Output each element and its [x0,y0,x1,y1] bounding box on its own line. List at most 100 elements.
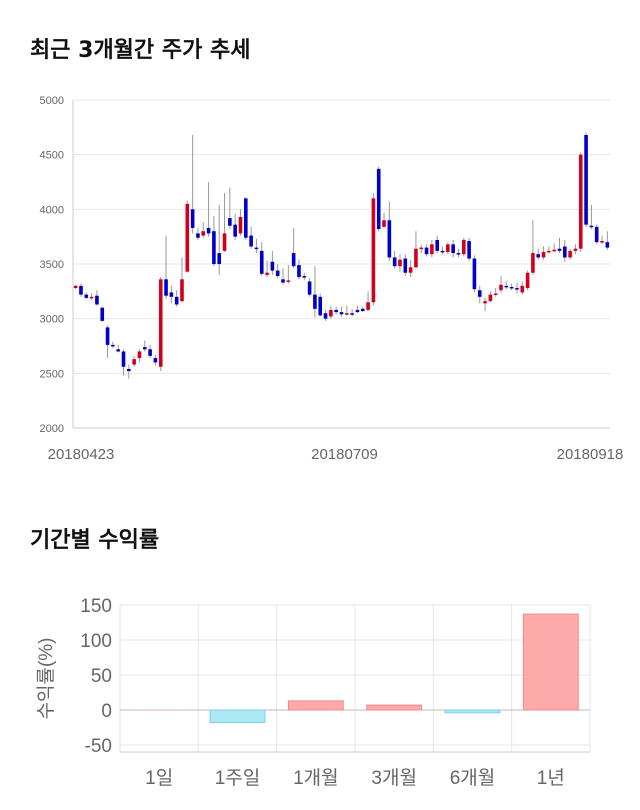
candle-body [424,247,429,255]
y-tick-label: 50 [91,666,112,687]
x-tick-label: 1개월 [293,767,339,789]
candle-body [174,296,179,305]
candle-body [430,244,434,255]
candle-body [605,242,610,248]
candle-body [488,294,493,302]
candle-body [238,216,243,234]
x-tick-label: 20180709 [311,446,378,463]
candle-body [142,347,147,350]
candle-body [307,281,312,295]
candle-body [127,368,131,372]
candle-body [158,279,163,367]
candle-body [451,244,455,254]
candle-body [190,209,195,228]
y-tick-label: 5000 [40,95,64,107]
candle-body [323,313,328,319]
x-tick-label: 1년 [537,767,565,789]
candle-body [366,302,370,310]
candle-body [435,239,440,251]
candle-body [371,198,376,303]
candle-body [222,233,227,251]
candle-body [589,225,594,228]
candle-body [414,248,418,268]
candle-body [541,251,546,258]
candle-body [334,309,338,313]
candle-body [217,253,222,264]
candle-body [483,301,487,304]
candle-body [382,220,386,227]
y-tick-label: -50 [85,736,112,757]
candle-body [111,344,115,347]
candle-body [275,270,280,277]
candle-body [84,294,89,298]
x-tick-label: 3개월 [371,767,417,789]
candle-body [594,226,599,243]
candle-body [584,134,588,225]
candle-body [456,253,461,255]
candle-body [461,239,466,255]
returns-chart-title: 기간별 수익률 [30,528,160,553]
candle-body [355,309,360,313]
return-bar [209,709,266,724]
candle-body [493,293,498,296]
candle-body [233,224,237,237]
candle-body [313,294,317,309]
candle-body [403,258,408,273]
return-bar [287,700,344,711]
candle-body [212,231,216,264]
candle-body [153,358,158,363]
y-tick-label: 4000 [40,204,64,216]
candle-body [552,249,556,252]
y-tick-label: 3000 [40,314,64,326]
candle-body [185,203,190,272]
candle-body [318,296,323,316]
return-bar [522,613,579,711]
candle-body [121,351,126,367]
returns-chart: 150 100 50 0 -50 1일 1주일 1개월 3개월 6개월 1년 수익률(%) [35,596,591,789]
candle-body [249,235,253,247]
candle-body [302,276,307,278]
candle-body [79,285,83,295]
candle-body [440,250,445,253]
candle-body [536,254,541,258]
y-tick-label: 150 [80,596,112,617]
candle-body [329,309,333,317]
candle-body [339,312,344,315]
candle-body [201,231,206,236]
candle-body [525,272,530,289]
candle-body [164,279,168,296]
candle-body [509,286,514,289]
candle-body [446,244,450,252]
candle-body [116,349,121,352]
candle-body [132,359,136,365]
candle-body [286,280,291,282]
y-tick-label: 100 [80,631,112,652]
candle-body [499,284,503,291]
return-bar [131,710,187,711]
y-tick-label: 0 [101,701,112,722]
candle-body [297,265,301,278]
x-tick-label: 20180918 [557,446,624,463]
candle-body [477,290,482,297]
candle-body [467,241,471,259]
candle-body [105,327,110,345]
candle-body [345,313,349,315]
y-axis-label: 수익률(%) [35,638,57,720]
y-tick-label: 3500 [40,259,64,271]
candle-body [169,292,174,297]
candle-body [531,253,535,273]
candle-body [387,220,392,258]
candle-body [360,308,365,312]
candle-body [265,272,269,275]
candle-body [472,258,477,290]
candle-body [291,253,296,267]
candle-body [148,349,152,356]
candle-body [137,351,142,359]
candle-body [515,288,519,290]
candle-body [408,267,413,273]
candle-body [557,248,562,251]
price-chart: 5000 4500 4000 3500 3000 2500 2000 20180423 2018… [40,95,624,463]
return-bar [444,709,501,714]
candle-body [547,250,551,253]
return-bar [366,704,423,711]
